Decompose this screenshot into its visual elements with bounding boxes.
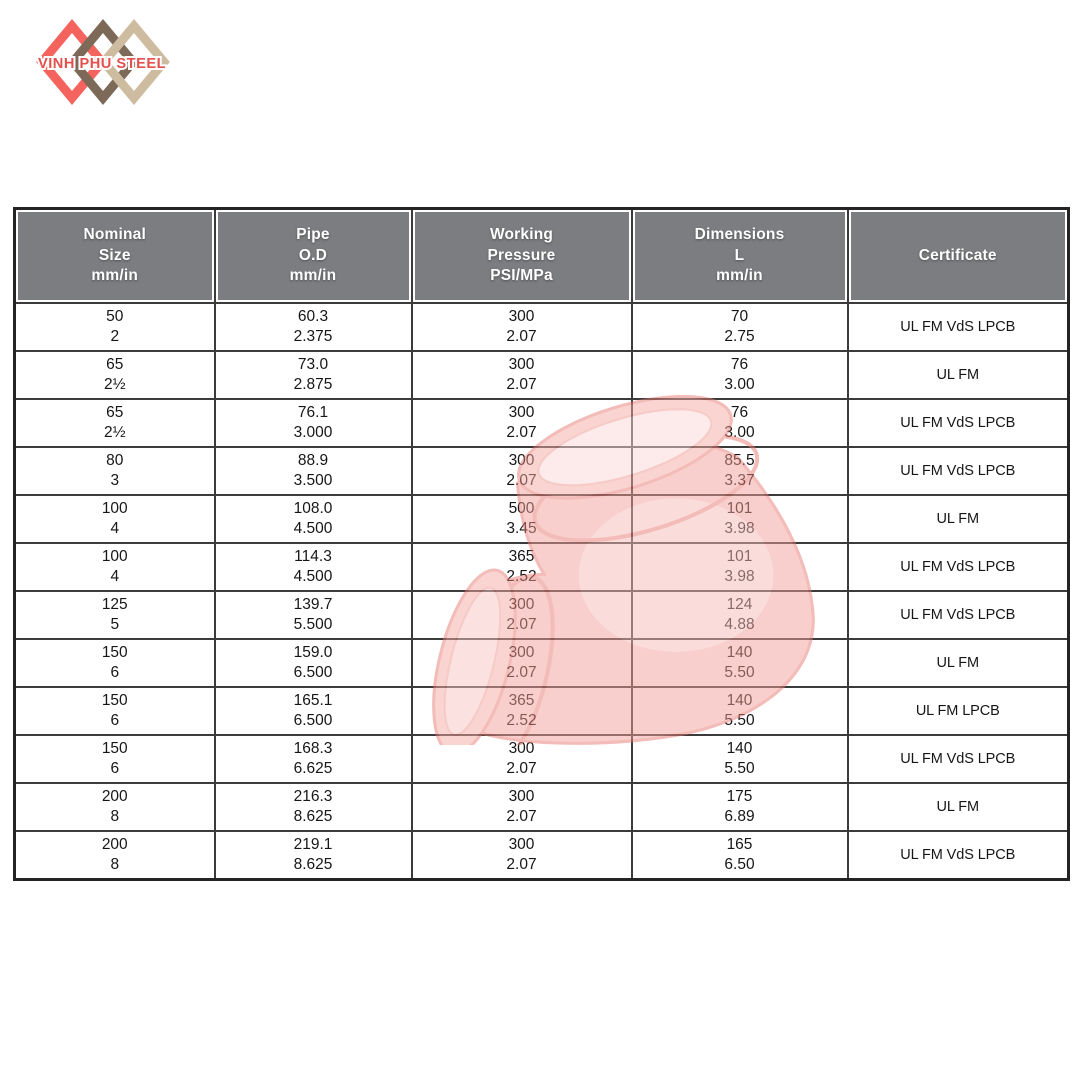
- table-row: 100 4 114.3 4.500 365 2.52 101 3.98 UL FM Vd…: [13, 542, 1070, 592]
- cell-certificate: UL FM VdS LPCB: [846, 398, 1070, 448]
- cell-certificate: UL FM VdS LPCB: [846, 542, 1070, 592]
- cell-pipe-od: 114.3 4.500: [213, 542, 413, 592]
- cell-working-pressure: 300 2.07: [410, 830, 633, 881]
- cell-certificate: UL FM VdS LPCB: [846, 302, 1070, 352]
- pipe-spec-table: Nominal Size mm/in Pipe O.D mm/in Workin…: [13, 207, 1070, 881]
- header-nominal-size: Nominal Size mm/in: [13, 207, 216, 304]
- table-header: Nominal Size mm/in Pipe O.D mm/in Workin…: [13, 207, 1070, 304]
- cell-dimensions-l: 101 3.98: [630, 542, 849, 592]
- cell-certificate: UL FM VdS LPCB: [846, 590, 1070, 640]
- table-row: 200 8 219.1 8.625 300 2.07 165 6.50 UL FM Vd…: [13, 830, 1070, 881]
- cell-dimensions-l: 140 5.50: [630, 734, 849, 784]
- cell-nominal-size: 50 2: [13, 302, 216, 352]
- cell-working-pressure: 300 2.07: [410, 350, 633, 400]
- cell-pipe-od: 168.3 6.625: [213, 734, 413, 784]
- cell-nominal-size: 100 4: [13, 494, 216, 544]
- cell-nominal-size: 65 2½: [13, 398, 216, 448]
- logo-diamonds-icon: [36, 18, 170, 106]
- cell-pipe-od: 76.1 3.000: [213, 398, 413, 448]
- cell-dimensions-l: 76 3.00: [630, 398, 849, 448]
- cell-working-pressure: 500 3.45: [410, 494, 633, 544]
- header-dimensions-l: Dimensions L mm/in: [630, 207, 849, 304]
- cell-pipe-od: 159.0 6.500: [213, 638, 413, 688]
- cell-certificate: UL FM VdS LPCB: [846, 446, 1070, 496]
- table-row: 125 5 139.7 5.500 300 2.07 124 4.88 UL FM Vd…: [13, 590, 1070, 640]
- cell-certificate: UL FM LPCB: [846, 686, 1070, 736]
- table-row: 200 8 216.3 8.625 300 2.07 175 6.89 UL FM: [13, 782, 1070, 832]
- cell-dimensions-l: 175 6.89: [630, 782, 849, 832]
- cell-pipe-od: 88.9 3.500: [213, 446, 413, 496]
- logo-text: VINH PHU STEEL: [38, 56, 166, 72]
- cell-working-pressure: 300 2.07: [410, 446, 633, 496]
- cell-pipe-od: 108.0 4.500: [213, 494, 413, 544]
- cell-dimensions-l: 85.5 3.37: [630, 446, 849, 496]
- cell-certificate: UL FM: [846, 782, 1070, 832]
- cell-dimensions-l: 101 3.98: [630, 494, 849, 544]
- table-row: 150 6 159.0 6.500 300 2.07 140 5.50 UL FM: [13, 638, 1070, 688]
- table-row: 80 3 88.9 3.500 300 2.07 85.5 3.37 UL FM VdS…: [13, 446, 1070, 496]
- cell-working-pressure: 300 2.07: [410, 398, 633, 448]
- cell-certificate: UL FM: [846, 350, 1070, 400]
- cell-working-pressure: 300 2.07: [410, 734, 633, 784]
- cell-nominal-size: 150 6: [13, 638, 216, 688]
- cell-working-pressure: 300 2.07: [410, 638, 633, 688]
- cell-certificate: UL FM VdS LPCB: [846, 830, 1070, 881]
- cell-certificate: UL FM VdS LPCB: [846, 734, 1070, 784]
- cell-nominal-size: 150 6: [13, 686, 216, 736]
- cell-nominal-size: 125 5: [13, 590, 216, 640]
- cell-nominal-size: 65 2½: [13, 350, 216, 400]
- cell-working-pressure: 300 2.07: [410, 782, 633, 832]
- cell-dimensions-l: 70 2.75: [630, 302, 849, 352]
- cell-working-pressure: 365 2.52: [410, 542, 633, 592]
- vinh-phu-steel-logo: VINH PHU STEEL: [36, 18, 170, 106]
- table-row: 50 2 60.3 2.375 300 2.07 70 2.75 UL FM VdS L…: [13, 302, 1070, 352]
- cell-dimensions-l: 140 5.50: [630, 638, 849, 688]
- table-row: 65 2½ 73.0 2.875 300 2.07 76 3.00 UL FM: [13, 350, 1070, 400]
- cell-dimensions-l: 76 3.00: [630, 350, 849, 400]
- table-row: 100 4 108.0 4.500 500 3.45 101 3.98 UL FM: [13, 494, 1070, 544]
- table-row: 150 6 165.1 6.500 365 2.52 140 5.50 UL FM LP…: [13, 686, 1070, 736]
- cell-certificate: UL FM: [846, 494, 1070, 544]
- cell-certificate: UL FM: [846, 638, 1070, 688]
- cell-working-pressure: 300 2.07: [410, 302, 633, 352]
- cell-dimensions-l: 140 5.50: [630, 686, 849, 736]
- cell-dimensions-l: 165 6.50: [630, 830, 849, 881]
- cell-pipe-od: 60.3 2.375: [213, 302, 413, 352]
- header-pipe-od: Pipe O.D mm/in: [213, 207, 413, 304]
- table-row: 65 2½ 76.1 3.000 300 2.07 76 3.00 UL FM VdS …: [13, 398, 1070, 448]
- cell-pipe-od: 73.0 2.875: [213, 350, 413, 400]
- cell-pipe-od: 216.3 8.625: [213, 782, 413, 832]
- cell-working-pressure: 300 2.07: [410, 590, 633, 640]
- cell-nominal-size: 150 6: [13, 734, 216, 784]
- cell-nominal-size: 200 8: [13, 830, 216, 881]
- table-row: 150 6 168.3 6.625 300 2.07 140 5.50 UL FM Vd…: [13, 734, 1070, 784]
- cell-pipe-od: 139.7 5.500: [213, 590, 413, 640]
- cell-pipe-od: 165.1 6.500: [213, 686, 413, 736]
- cell-nominal-size: 80 3: [13, 446, 216, 496]
- cell-working-pressure: 365 2.52: [410, 686, 633, 736]
- cell-nominal-size: 200 8: [13, 782, 216, 832]
- header-certificate: Certificate: [846, 207, 1070, 304]
- cell-pipe-od: 219.1 8.625: [213, 830, 413, 881]
- cell-nominal-size: 100 4: [13, 542, 216, 592]
- cell-dimensions-l: 124 4.88: [630, 590, 849, 640]
- header-working-pressure: Working Pressure PSI/MPa: [410, 207, 633, 304]
- table-body: 50 2 60.3 2.375 300 2.07 70 2.75 UL FM VdS L…: [13, 302, 1070, 881]
